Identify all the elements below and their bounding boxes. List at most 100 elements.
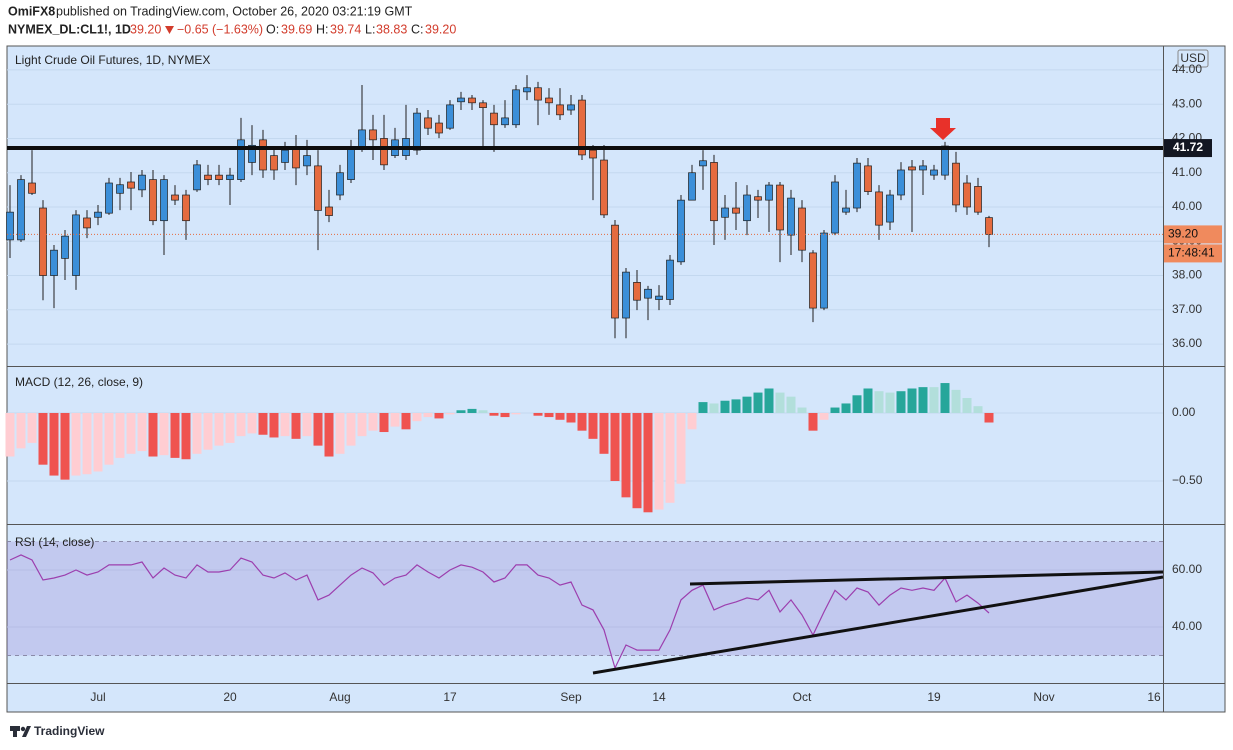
candle-body bbox=[182, 194, 190, 222]
macd-histogram-bar bbox=[456, 410, 466, 413]
macd-histogram-bar bbox=[973, 406, 983, 413]
macd-histogram-bar bbox=[137, 412, 147, 452]
macd-histogram-bar bbox=[434, 412, 444, 419]
macd-histogram-bar bbox=[247, 412, 257, 434]
macd-histogram-bar bbox=[115, 412, 125, 458]
down-triangle bbox=[165, 26, 174, 34]
macd-histogram-bar bbox=[390, 412, 400, 427]
macd-histogram-bar bbox=[478, 410, 488, 413]
candle-body bbox=[336, 172, 344, 196]
candle-body bbox=[149, 179, 157, 222]
candle-body bbox=[127, 181, 135, 189]
candle-body bbox=[633, 282, 641, 301]
candle-body bbox=[853, 162, 861, 209]
macd-histogram-bar bbox=[863, 388, 873, 413]
candle-body bbox=[259, 139, 267, 171]
macd-histogram-bar bbox=[236, 412, 246, 437]
publish-info: published on TradingView.com, October 26… bbox=[56, 4, 413, 18]
macd-histogram-bar bbox=[940, 383, 950, 413]
candle-body bbox=[666, 259, 674, 300]
y-tick-label: 41.00 bbox=[1172, 165, 1202, 179]
candle-body bbox=[644, 288, 652, 299]
macd-histogram-bar bbox=[500, 412, 510, 418]
candle-body bbox=[941, 145, 949, 176]
macd-histogram-bar bbox=[951, 389, 961, 413]
x-tick-label: Jul bbox=[90, 690, 105, 704]
candle-body bbox=[974, 186, 982, 213]
macd-histogram-bar bbox=[577, 412, 587, 431]
y-tick-label: 40.00 bbox=[1172, 199, 1202, 213]
rsi-band bbox=[7, 541, 1163, 656]
macd-histogram-bar bbox=[346, 412, 356, 446]
macd-histogram-bar bbox=[280, 412, 290, 437]
macd-histogram-bar bbox=[489, 412, 499, 416]
macd-histogram-bar bbox=[984, 412, 994, 423]
candle-body bbox=[94, 211, 102, 218]
candle-body bbox=[72, 214, 80, 276]
y-tick-label: −0.50 bbox=[1172, 473, 1203, 487]
candle-body bbox=[765, 184, 773, 201]
candle-body bbox=[985, 217, 993, 235]
macd-histogram-bar bbox=[313, 412, 323, 446]
author: OmiFX8 bbox=[8, 4, 55, 18]
macd-histogram-bar bbox=[742, 396, 752, 413]
resistance-label-box bbox=[1164, 139, 1212, 158]
candle-body bbox=[534, 87, 542, 101]
macd-histogram-bar bbox=[82, 412, 92, 475]
macd-histogram-bar bbox=[698, 402, 708, 413]
macd-histogram-bar bbox=[621, 412, 631, 498]
macd-histogram-bar bbox=[797, 407, 807, 413]
macd-histogram-bar bbox=[885, 392, 895, 413]
header-change-pct: (−1.63%) bbox=[212, 22, 263, 36]
candle-body bbox=[611, 224, 619, 319]
candle-body bbox=[721, 207, 729, 218]
candle-body bbox=[512, 89, 520, 126]
candle-body bbox=[6, 211, 14, 241]
candle-body bbox=[622, 271, 630, 319]
high-label: H: bbox=[316, 22, 329, 36]
candle-body bbox=[699, 160, 707, 167]
candle-body bbox=[600, 159, 608, 216]
candle-body bbox=[347, 147, 355, 180]
candle-body bbox=[787, 197, 795, 236]
macd-histogram-bar bbox=[830, 407, 840, 413]
candle-body bbox=[435, 122, 443, 134]
macd-histogram-bar bbox=[181, 412, 191, 460]
macd-histogram-bar bbox=[907, 388, 917, 413]
macd-histogram-bar bbox=[445, 412, 455, 415]
macd-histogram-bar bbox=[599, 412, 609, 454]
macd-pane-title: MACD (12, 26, close, 9) bbox=[15, 375, 143, 389]
candle-body bbox=[688, 172, 696, 201]
labels: OmiFX8 published on TradingView.com, Oct… bbox=[8, 4, 1222, 738]
candle-body bbox=[897, 169, 905, 196]
candle-body bbox=[886, 194, 894, 223]
symbol: NYMEX_DL:CL1!, 1D bbox=[8, 22, 131, 36]
candle-body bbox=[369, 129, 377, 141]
y-tick-label: 36.00 bbox=[1172, 336, 1202, 350]
x-tick-label: 17 bbox=[443, 690, 457, 704]
candle-body bbox=[314, 165, 322, 211]
macd-histogram-bar bbox=[291, 412, 301, 439]
macd-histogram-bar bbox=[819, 412, 829, 420]
candle-body bbox=[831, 181, 839, 234]
candle-body bbox=[380, 138, 388, 166]
candle-body bbox=[919, 165, 927, 171]
candle-body bbox=[567, 104, 575, 111]
x-tick-label: Nov bbox=[1033, 690, 1054, 704]
candle-body bbox=[413, 112, 421, 151]
macd-histogram-bar bbox=[676, 412, 686, 484]
high-value: 39.74 bbox=[330, 22, 361, 36]
macd-histogram-bar bbox=[709, 403, 719, 413]
macd-histogram-bar bbox=[170, 412, 180, 458]
candle-body bbox=[930, 169, 938, 176]
candle-body bbox=[237, 139, 245, 180]
y-tick-label: 37.00 bbox=[1172, 302, 1202, 316]
macd-histogram-bar bbox=[555, 412, 565, 420]
y-tick-label: 40.00 bbox=[1172, 619, 1202, 633]
candle-body bbox=[303, 155, 311, 167]
x-tick-label: Sep bbox=[560, 690, 582, 704]
candle-body bbox=[204, 174, 212, 180]
candle-body bbox=[116, 184, 124, 194]
macd-histogram-bar bbox=[412, 412, 422, 422]
macd-histogram-bar bbox=[269, 412, 279, 438]
